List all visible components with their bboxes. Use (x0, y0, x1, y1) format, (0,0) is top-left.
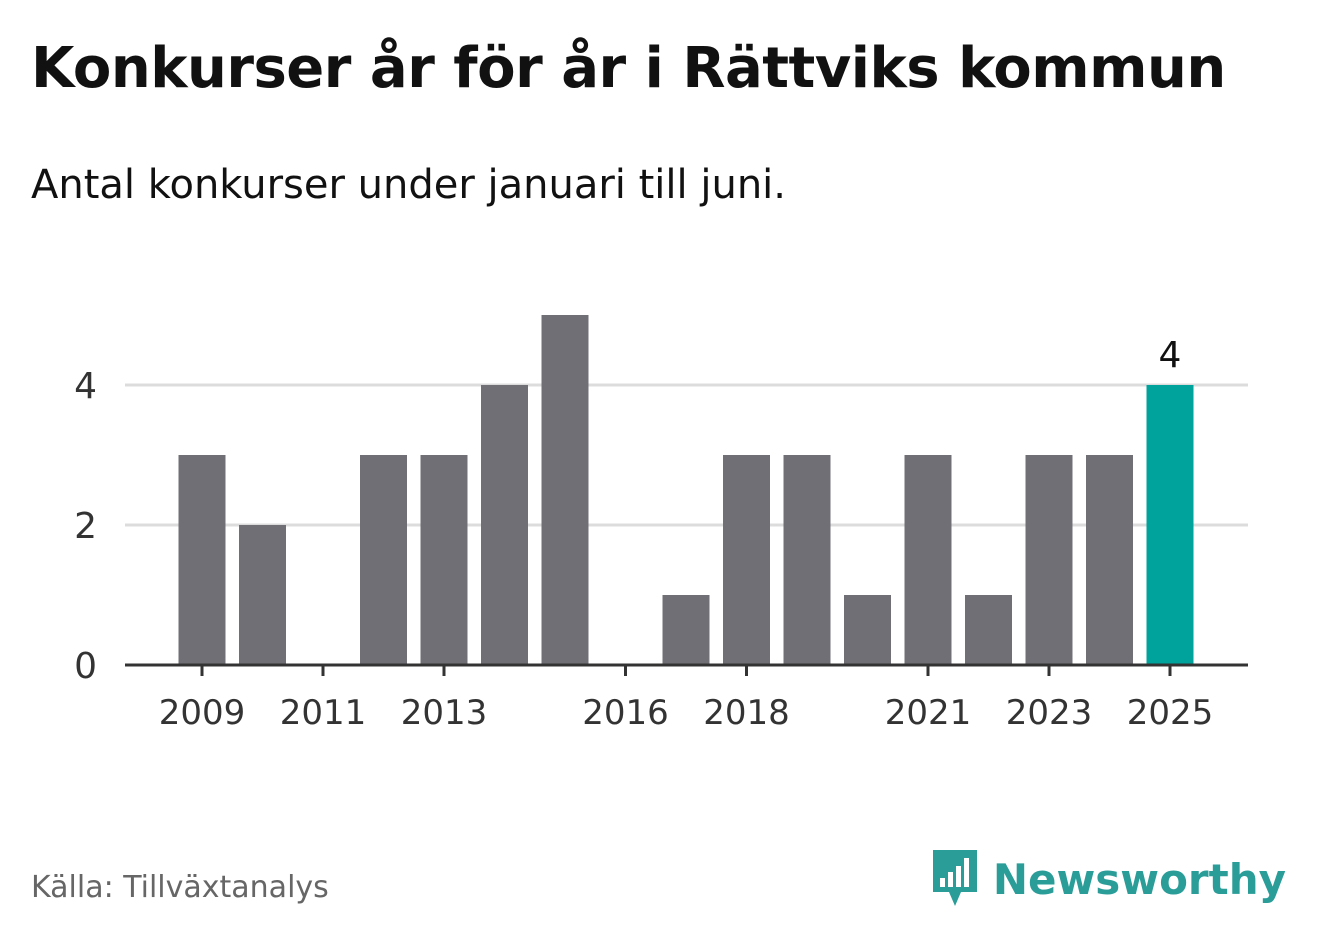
bar-2024 (1086, 455, 1133, 665)
highlight-data-label: 4 (1159, 335, 1182, 376)
y-tick-label: 4 (74, 366, 97, 407)
brand-name: Newsworthy (992, 854, 1286, 904)
x-tick-label: 2013 (401, 693, 488, 733)
bars (178, 315, 1194, 665)
bar-2019 (783, 455, 831, 665)
brand: Newsworthy (931, 848, 1286, 910)
x-tick-label: 2011 (280, 693, 367, 733)
bar-2021 (904, 455, 952, 665)
x-tick-label: 2018 (703, 693, 790, 733)
bar-2009 (178, 455, 226, 665)
bar-2014 (481, 385, 528, 665)
bar-2025 (1146, 385, 1194, 665)
gridlines (125, 383, 1248, 527)
newsworthy-logo-icon (932, 850, 977, 906)
y-axis-labels: 0 2 4 (74, 366, 97, 687)
x-axis-ticks: 2009 2011 2013 2016 2018 2021 2023 2025 (159, 665, 1214, 733)
source-note: Källa: Tillväxtanalys (31, 870, 329, 905)
x-tick-label: 2009 (159, 693, 246, 733)
x-tick-label: 2023 (1006, 693, 1093, 733)
x-tick-label: 2021 (885, 693, 972, 733)
bar-2018 (723, 455, 770, 665)
bar-2012 (360, 455, 407, 665)
bar-2015 (541, 315, 589, 665)
bar-2023 (1025, 455, 1073, 665)
y-tick-label: 0 (74, 646, 97, 687)
bar-2010 (239, 525, 286, 665)
x-tick-label: 2025 (1127, 693, 1214, 733)
bar-2013 (420, 455, 468, 665)
bar-2022 (965, 595, 1012, 665)
chart-subtitle: Antal konkurser under januari till juni. (31, 162, 786, 208)
x-tick-label: 2016 (582, 693, 669, 733)
annotations: 4 (1159, 335, 1182, 376)
bar-chart: 0 2 4 2009 2011 2013 2016 2018 2021 2023 2025 4 (74, 315, 1248, 733)
y-tick-label: 2 (74, 506, 97, 547)
bar-2020 (844, 595, 891, 665)
bar-2017 (662, 595, 710, 665)
chart-title: Konkurser år för år i Rättviks kommun (31, 36, 1226, 101)
